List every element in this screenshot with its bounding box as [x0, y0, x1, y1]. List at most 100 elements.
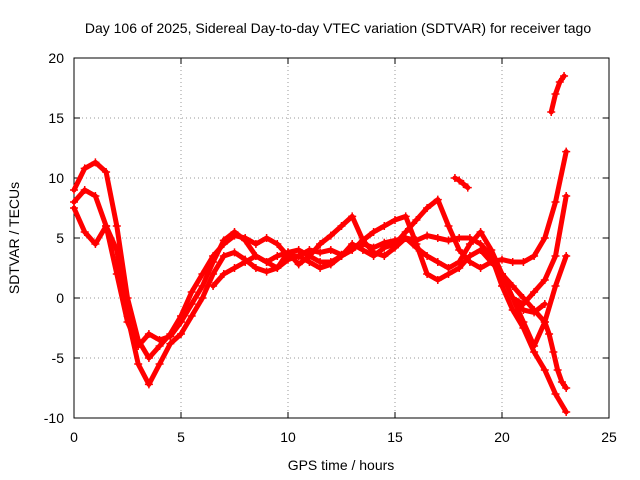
data-point [358, 236, 367, 245]
data-point [476, 264, 485, 272]
x-tick-label: 0 [70, 429, 78, 445]
data-point [284, 248, 292, 257]
data-point [463, 183, 472, 192]
y-tick-label: 5 [56, 230, 64, 246]
data-point [391, 240, 399, 248]
data-point [251, 240, 260, 248]
data-point [412, 216, 421, 224]
data-point [219, 270, 228, 278]
data-point [91, 240, 100, 248]
data-point [444, 222, 453, 230]
y-axis-label: SDTVAR / TECUs [6, 182, 22, 294]
axis-ticks [73, 57, 610, 419]
data-point [540, 276, 549, 284]
series-track-5 [450, 174, 472, 192]
series-trace [510, 193, 569, 307]
data-point [166, 332, 175, 341]
data-point [555, 78, 564, 86]
data-point [433, 276, 442, 284]
data-point [251, 252, 260, 260]
data-point [455, 264, 464, 272]
data-point [551, 90, 560, 98]
data-point [557, 378, 566, 386]
data-point [487, 246, 496, 254]
data-point [209, 270, 218, 278]
data-point [450, 174, 459, 182]
y-tick-label: 15 [48, 110, 64, 126]
data-point [80, 186, 89, 194]
data-point [326, 258, 335, 266]
data-point [102, 222, 111, 230]
data-point [91, 192, 100, 200]
data-point [102, 168, 111, 176]
series-trace [452, 175, 471, 191]
data-point [219, 252, 228, 260]
data-point [177, 330, 185, 338]
data-point [551, 198, 560, 206]
data-point [508, 258, 517, 266]
data-point [465, 240, 474, 248]
series-trace [71, 159, 569, 415]
grid-lines [74, 58, 609, 418]
y-tick-label: 0 [56, 290, 64, 306]
data-point [187, 312, 196, 320]
data-point [547, 108, 556, 116]
data-point [498, 255, 506, 264]
data-point [348, 246, 357, 254]
series-track-4 [209, 212, 549, 317]
data-point [562, 408, 571, 416]
data-point [112, 246, 121, 254]
data-point [144, 380, 153, 389]
data-point [155, 336, 164, 344]
data-point [294, 260, 303, 269]
data-point [530, 252, 539, 260]
data-point [262, 267, 271, 276]
data-point [553, 366, 562, 374]
data-point [551, 282, 560, 290]
data-point [123, 312, 132, 320]
data-point [70, 204, 78, 212]
data-point [476, 228, 485, 236]
x-axis-label: GPS time / hours [288, 457, 395, 473]
series-trace [548, 73, 567, 115]
series-track-6 [547, 72, 569, 116]
series-track-3 [70, 147, 571, 389]
data-point [498, 270, 506, 278]
data-point [540, 300, 549, 308]
data-point [316, 240, 325, 248]
data-point [562, 147, 571, 156]
data-point [530, 288, 539, 296]
x-tick-label: 10 [280, 429, 296, 445]
data-point [444, 270, 453, 278]
data-point [80, 164, 89, 173]
data-point [219, 236, 228, 245]
data-point [545, 330, 554, 338]
data-point [251, 264, 260, 272]
y-tick-label: -5 [52, 350, 65, 366]
data-point [177, 318, 185, 326]
data-point [562, 192, 571, 200]
data-point [401, 228, 410, 236]
data-point [144, 354, 153, 362]
y-tick-label: 10 [48, 170, 64, 186]
series-track-1 [70, 158, 571, 416]
data-point [540, 234, 549, 242]
data-point [112, 222, 121, 230]
data-point [433, 258, 442, 266]
data-point [91, 158, 100, 167]
data-point [476, 246, 485, 254]
data-point [241, 258, 250, 266]
data-point [187, 300, 196, 308]
axis-tick-labels: 0 5 10 15 20 25 -10 -5 0 5 10 15 20 [44, 50, 617, 445]
data-point [326, 246, 335, 254]
data-point [380, 222, 389, 230]
data-point [459, 180, 468, 188]
data-point [412, 240, 421, 248]
y-tick-label: -10 [44, 410, 64, 426]
data-point [551, 390, 560, 398]
data-point [209, 282, 218, 290]
data-point [560, 72, 569, 80]
data-point [273, 252, 282, 260]
data-point [530, 342, 539, 350]
